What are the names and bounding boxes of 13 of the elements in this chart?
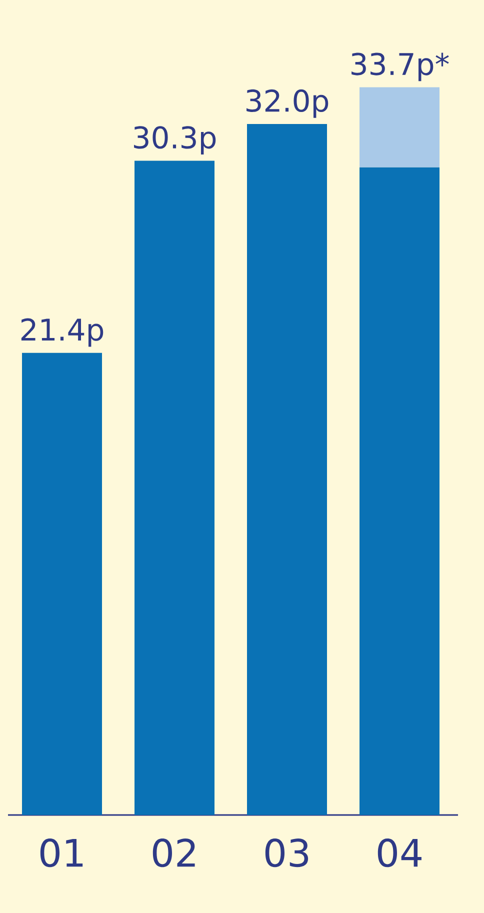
bar	[134, 160, 214, 815]
bar	[22, 352, 102, 815]
x-tick-label: 03	[265, 838, 308, 868]
total-label: 33.7p*	[352, 52, 449, 82]
x-tick-label: 01	[40, 838, 83, 868]
data-label: 32.0p	[246, 89, 328, 118]
data-label: 21.4p	[21, 318, 104, 347]
data-label: 30.3p	[134, 126, 216, 155]
bar	[360, 87, 440, 168]
bar	[247, 124, 328, 815]
x-tick-label: 04	[378, 838, 422, 868]
bar	[360, 167, 440, 815]
x-tick-label: 02	[152, 838, 195, 868]
